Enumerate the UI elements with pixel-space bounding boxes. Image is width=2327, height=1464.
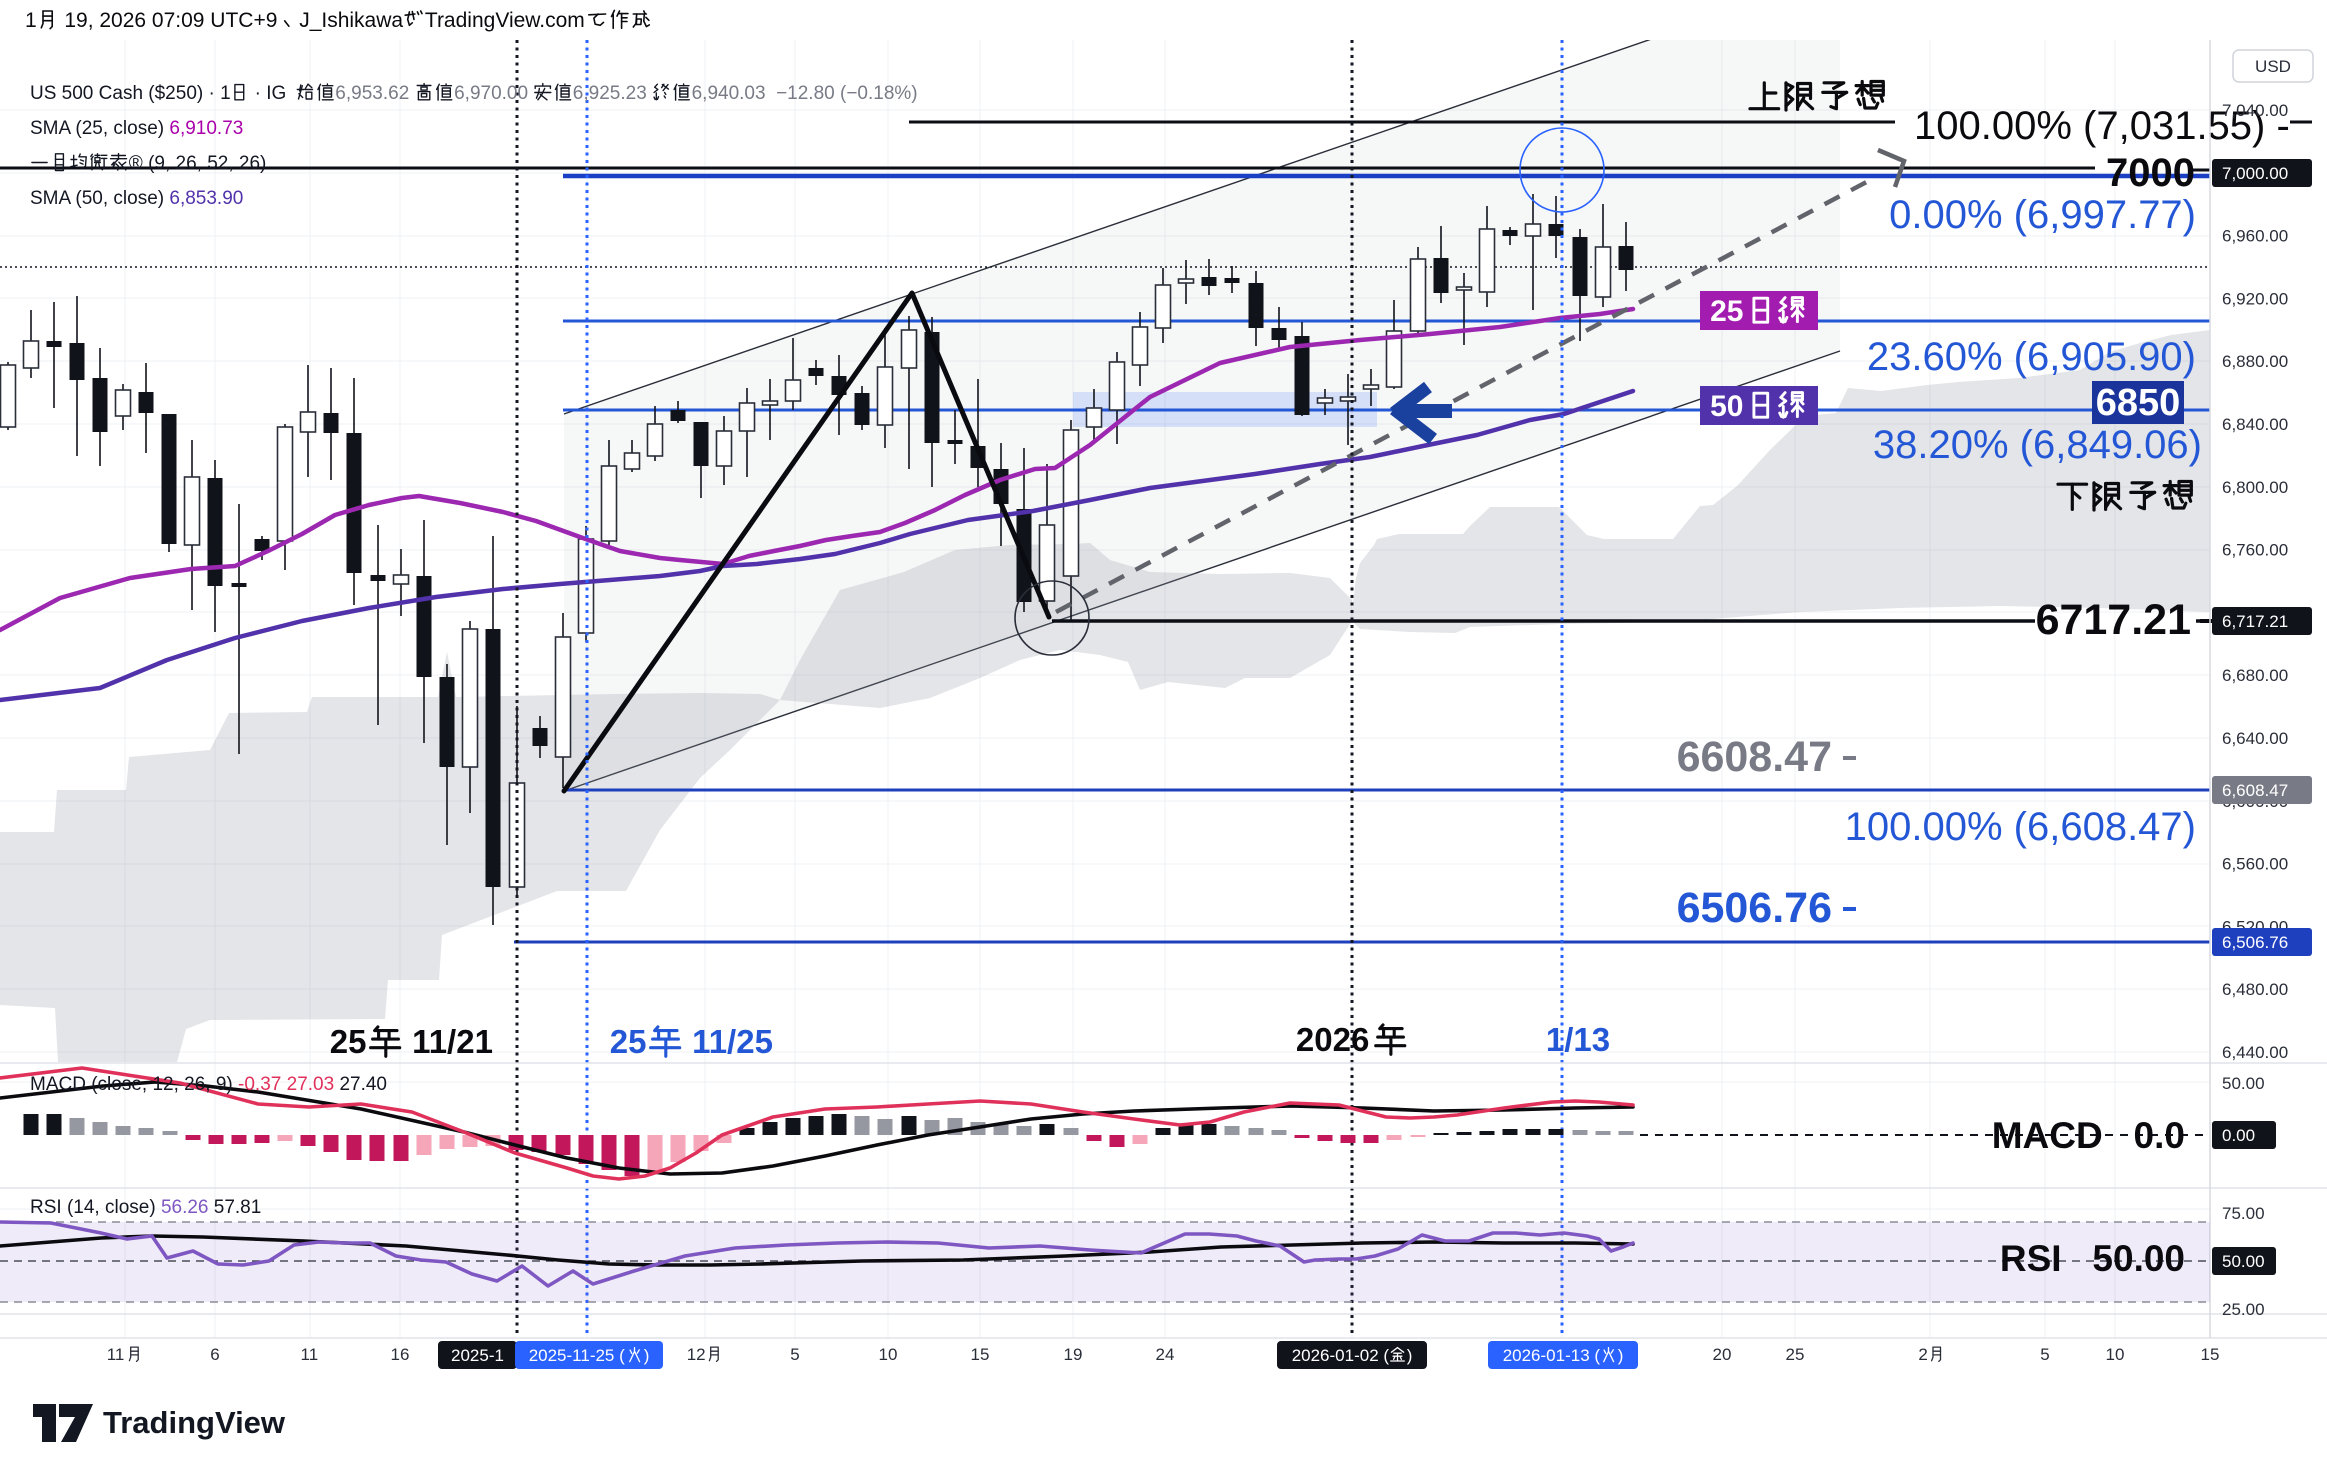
svg-text:1/13: 1/13 bbox=[1546, 1021, 1610, 1058]
svg-text:25: 25 bbox=[330, 1023, 367, 1060]
svg-text:· IG: · IG bbox=[249, 83, 297, 104]
svg-text:2026: 2026 bbox=[1296, 1021, 1369, 1058]
svg-text:6,970.00: 6,970.00 bbox=[454, 83, 533, 104]
svg-text:−12.80 (−0.18%): −12.80 (−0.18%) bbox=[771, 83, 918, 104]
svg-text:0.00: 0.00 bbox=[2222, 1126, 2255, 1145]
svg-text:25: 25 bbox=[1710, 295, 1743, 328]
svg-text:7,040.00: 7,040.00 bbox=[2222, 101, 2288, 120]
svg-text:5: 5 bbox=[790, 1345, 799, 1364]
svg-text:6,880.00: 6,880.00 bbox=[2222, 352, 2288, 371]
svg-text:6608.47: 6608.47 bbox=[1677, 733, 1832, 781]
svg-text:12: 12 bbox=[687, 1345, 706, 1364]
svg-text:SMA (50, close) 6,853.90: SMA (50, close) 6,853.90 bbox=[30, 188, 243, 209]
svg-text:0.00% (6,997.77): 0.00% (6,997.77) bbox=[1889, 193, 2196, 237]
svg-text:6: 6 bbox=[210, 1345, 219, 1364]
svg-text:11/21: 11/21 bbox=[403, 1023, 493, 1060]
svg-text:6,480.00: 6,480.00 bbox=[2222, 980, 2288, 999]
svg-text:5: 5 bbox=[2040, 1345, 2049, 1364]
svg-text:TradingView.com: TradingView.com bbox=[425, 9, 585, 32]
svg-text:® (9, 26, 52, 26): ® (9, 26, 52, 26) bbox=[129, 153, 267, 174]
svg-text:6,560.00: 6,560.00 bbox=[2222, 855, 2288, 874]
svg-text:J_Ishikawa: J_Ishikawa bbox=[299, 9, 403, 32]
svg-text:): ) bbox=[1407, 1346, 1413, 1365]
svg-text:15: 15 bbox=[971, 1345, 990, 1364]
svg-text:6850: 6850 bbox=[2096, 382, 2181, 424]
svg-text:6,925.23: 6,925.23 bbox=[573, 83, 652, 104]
svg-text:1: 1 bbox=[25, 9, 37, 32]
svg-text:75.00: 75.00 bbox=[2222, 1204, 2265, 1223]
svg-text:100.00% (6,608.47): 100.00% (6,608.47) bbox=[1845, 805, 2196, 849]
svg-text:MACD 0.0: MACD 0.0 bbox=[1992, 1115, 2185, 1156]
svg-text:6717.21: 6717.21 bbox=[2036, 596, 2191, 644]
svg-text:2026-01-13 (: 2026-01-13 ( bbox=[1503, 1346, 1601, 1365]
svg-text:US 500 Cash ($250) · 1: US 500 Cash ($250) · 1 bbox=[30, 83, 231, 104]
svg-text:10: 10 bbox=[2106, 1345, 2125, 1364]
svg-text:): ) bbox=[644, 1346, 650, 1365]
svg-text:6,717.21: 6,717.21 bbox=[2222, 612, 2288, 631]
svg-text:6,840.00: 6,840.00 bbox=[2222, 415, 2288, 434]
svg-text:10: 10 bbox=[879, 1345, 898, 1364]
svg-text:6,440.00: 6,440.00 bbox=[2222, 1043, 2288, 1062]
svg-text:11: 11 bbox=[107, 1345, 125, 1364]
svg-text:6,920.00: 6,920.00 bbox=[2222, 289, 2288, 308]
svg-text:USD: USD bbox=[2255, 57, 2291, 76]
svg-text:7000: 7000 bbox=[2106, 151, 2195, 195]
svg-text:20: 20 bbox=[1713, 1345, 1732, 1364]
svg-text:6,608.47: 6,608.47 bbox=[2222, 781, 2288, 800]
svg-text:6,940.03: 6,940.03 bbox=[692, 83, 771, 104]
svg-text:MACD (close, 12, 26, 9) -0.37: MACD (close, 12, 26, 9) -0.37 27.03 27.4… bbox=[30, 1074, 387, 1095]
svg-text:23.60% (6,905.90): 23.60% (6,905.90) bbox=[1867, 335, 2196, 379]
svg-text:16: 16 bbox=[391, 1345, 410, 1364]
svg-text:6,953.62: 6,953.62 bbox=[335, 83, 414, 104]
svg-text:50.00: 50.00 bbox=[2222, 1252, 2265, 1271]
svg-text:6,506.76: 6,506.76 bbox=[2222, 933, 2288, 952]
svg-text:2: 2 bbox=[1918, 1345, 1927, 1364]
svg-text:6,680.00: 6,680.00 bbox=[2222, 666, 2288, 685]
svg-text:7,000.00: 7,000.00 bbox=[2222, 164, 2288, 183]
svg-text:25.00: 25.00 bbox=[2222, 1300, 2265, 1319]
svg-text:TradingView: TradingView bbox=[103, 1405, 286, 1440]
svg-text:RSI (14, close) 56.26 57.81: RSI (14, close) 56.26 57.81 bbox=[30, 1197, 261, 1218]
svg-text:2025-1: 2025-1 bbox=[451, 1346, 504, 1365]
svg-text:15: 15 bbox=[2201, 1345, 2220, 1364]
svg-text:6,640.00: 6,640.00 bbox=[2222, 729, 2288, 748]
svg-text:38.20% (6,849.06): 38.20% (6,849.06) bbox=[1873, 423, 2202, 467]
svg-text:100.00% (7,031.55) -: 100.00% (7,031.55) - bbox=[1914, 104, 2290, 148]
svg-text:50.00: 50.00 bbox=[2222, 1074, 2265, 1093]
svg-text:50: 50 bbox=[1710, 390, 1743, 423]
svg-text:11/25: 11/25 bbox=[683, 1023, 773, 1060]
svg-text:25: 25 bbox=[1786, 1345, 1805, 1364]
svg-text:SMA (25, close) 6,910.73: SMA (25, close) 6,910.73 bbox=[30, 118, 243, 139]
svg-text:6,800.00: 6,800.00 bbox=[2222, 478, 2288, 497]
svg-text:19: 19 bbox=[1064, 1345, 1083, 1364]
svg-text:2025-11-25 (: 2025-11-25 ( bbox=[529, 1346, 625, 1365]
svg-text:6506.76: 6506.76 bbox=[1677, 884, 1832, 932]
svg-text:2026-01-02 (: 2026-01-02 ( bbox=[1292, 1346, 1390, 1365]
svg-text:24: 24 bbox=[1156, 1345, 1175, 1364]
svg-text:25: 25 bbox=[610, 1023, 647, 1060]
svg-text:11: 11 bbox=[301, 1345, 319, 1364]
svg-text:19, 2026 07:09 UTC+9: 19, 2026 07:09 UTC+9 bbox=[59, 9, 278, 32]
svg-text:RSI 50.00: RSI 50.00 bbox=[2000, 1238, 2185, 1279]
svg-text:6,760.00: 6,760.00 bbox=[2222, 541, 2288, 560]
svg-text:): ) bbox=[1618, 1346, 1624, 1365]
svg-text:6,960.00: 6,960.00 bbox=[2222, 227, 2288, 246]
